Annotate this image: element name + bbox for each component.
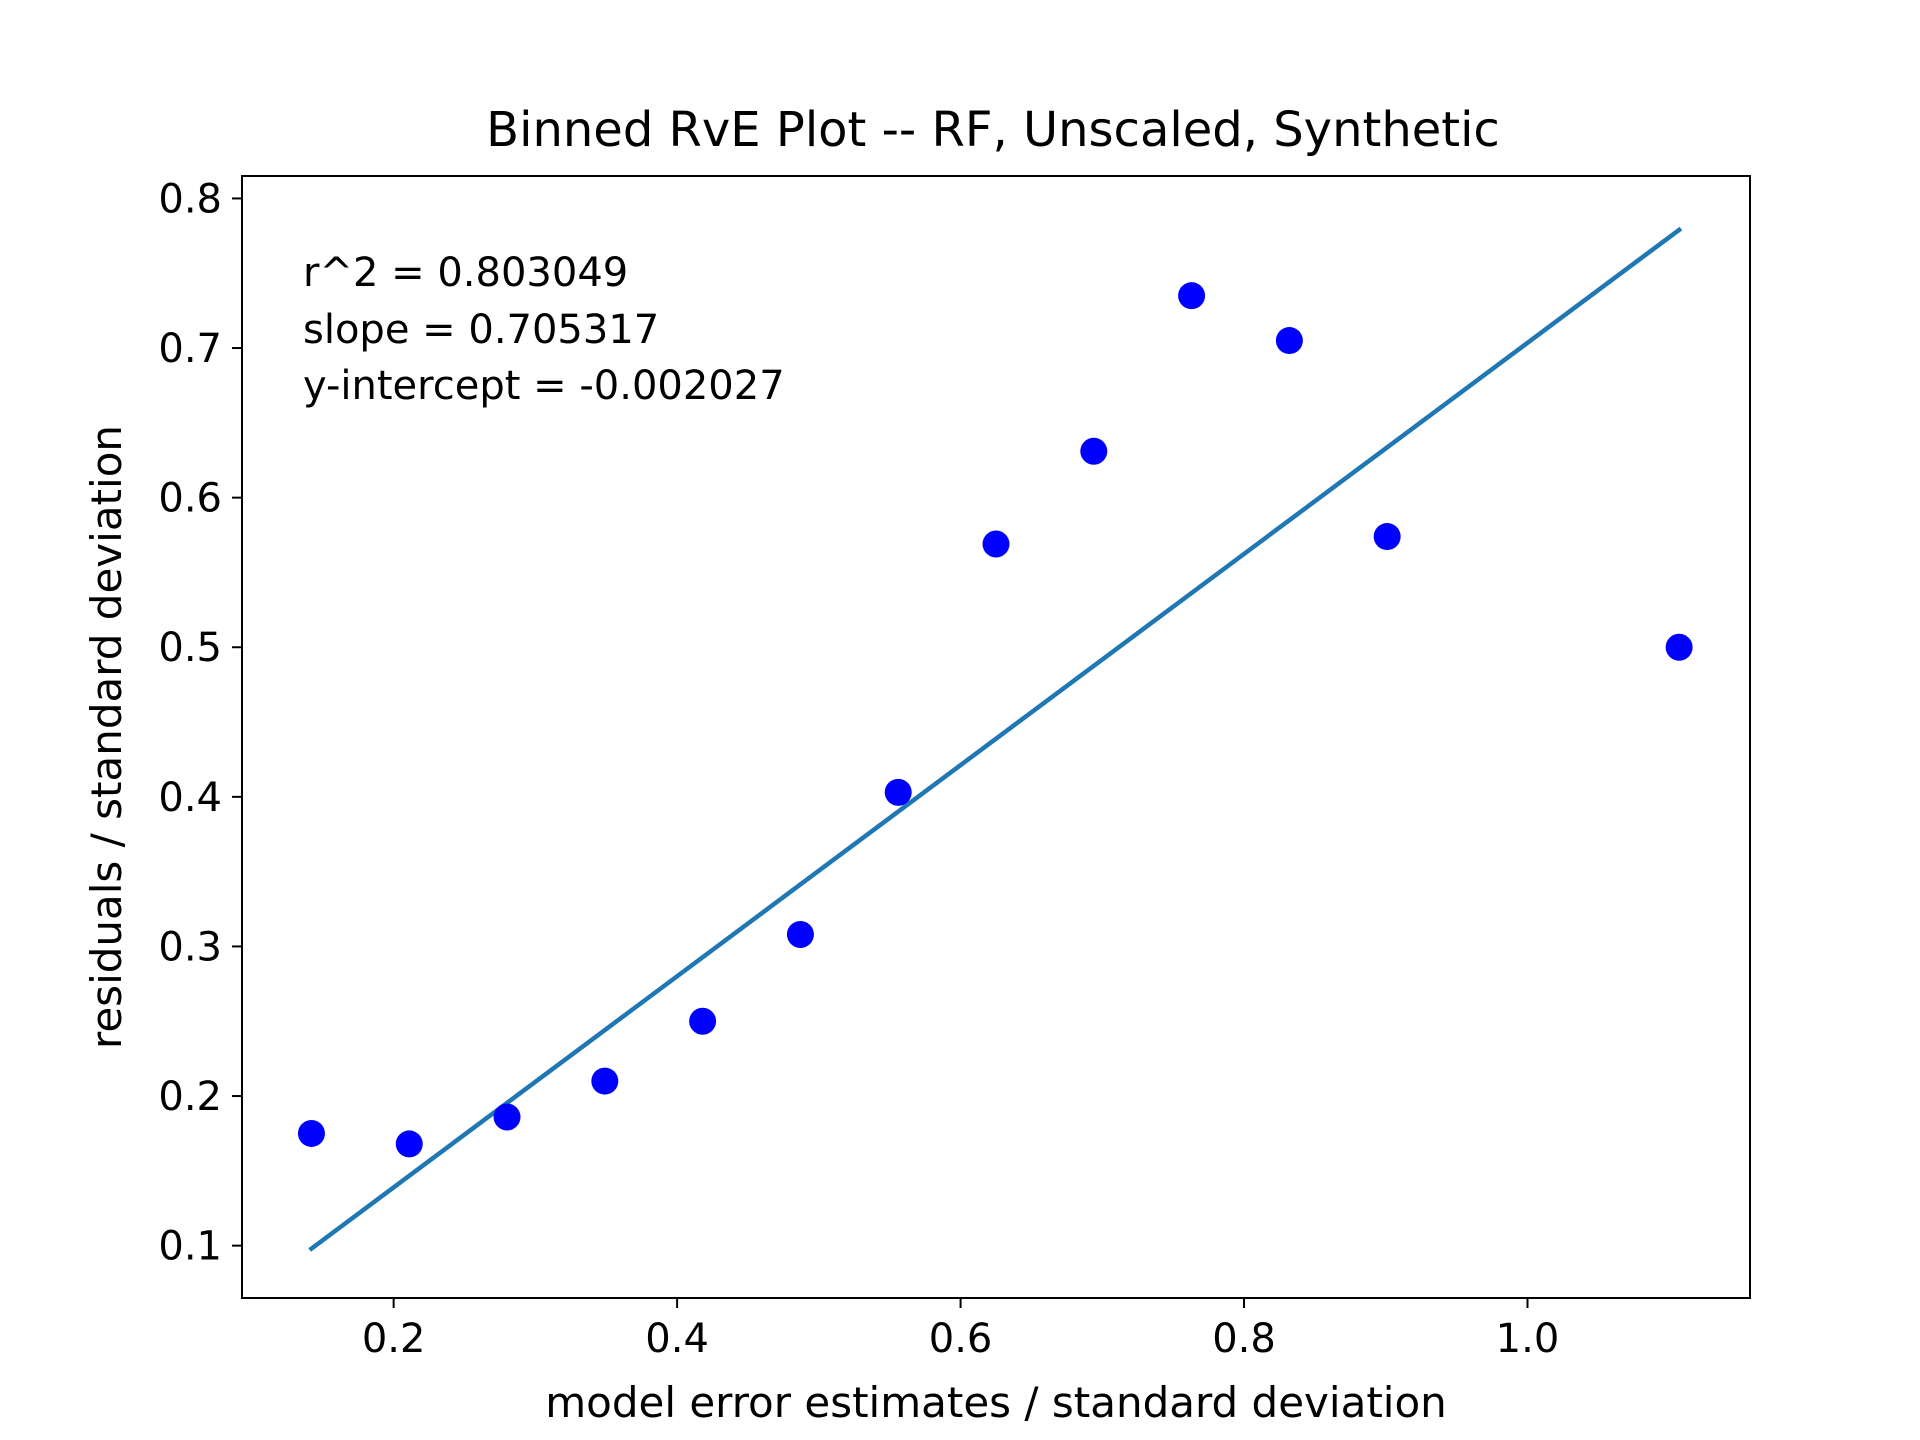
y-tick-label: 0.2 (158, 1074, 222, 1120)
x-tick-label: 0.8 (1212, 1316, 1276, 1362)
x-tick-label: 0.4 (645, 1316, 709, 1362)
data-point (1080, 437, 1108, 465)
y-axis-label: residuals / standard deviation (82, 425, 131, 1049)
y-tick-label: 0.1 (158, 1224, 222, 1270)
data-point (786, 920, 814, 948)
data-point (493, 1103, 521, 1131)
fit-annotations: r^2 = 0.803049 slope = 0.705317 y-interc… (303, 250, 785, 409)
y-tick-label: 0.7 (158, 326, 222, 372)
y-tick-label: 0.4 (158, 775, 222, 821)
y-tick-label: 0.6 (158, 476, 222, 522)
data-point (1373, 523, 1401, 551)
annotation-slope: slope = 0.705317 (303, 307, 659, 353)
data-point (689, 1007, 717, 1035)
x-tick-label: 0.6 (929, 1316, 993, 1362)
fit-line (308, 226, 1683, 1252)
plot-content (297, 226, 1693, 1252)
x-axis-label: model error estimates / standard deviati… (545, 1378, 1447, 1427)
axis-ticks: 0.2 0.4 0.6 0.8 1.0 0.1 0.2 0.3 0.4 0.5 0.6 0.7 0.8 (158, 176, 1559, 1362)
chart-title: Binned RvE Plot -- RF, Unscaled, Synthet… (486, 102, 1500, 158)
data-point (884, 778, 912, 806)
data-point (1275, 327, 1303, 355)
data-point (1178, 282, 1206, 310)
x-tick-label: 1.0 (1496, 1316, 1560, 1362)
y-tick-label: 0.5 (158, 625, 222, 671)
data-point (395, 1130, 423, 1158)
y-tick-label: 0.8 (158, 176, 222, 222)
annotation-r-squared: r^2 = 0.803049 (303, 250, 628, 296)
annotation-y-intercept: y-intercept = -0.002027 (303, 363, 785, 409)
data-point (591, 1067, 619, 1095)
data-point (1665, 633, 1693, 661)
y-tick-label: 0.3 (158, 924, 222, 970)
data-point (297, 1119, 325, 1147)
x-tick-label: 0.2 (362, 1316, 426, 1362)
data-point (982, 530, 1010, 558)
plot-area-frame (241, 175, 1751, 1299)
